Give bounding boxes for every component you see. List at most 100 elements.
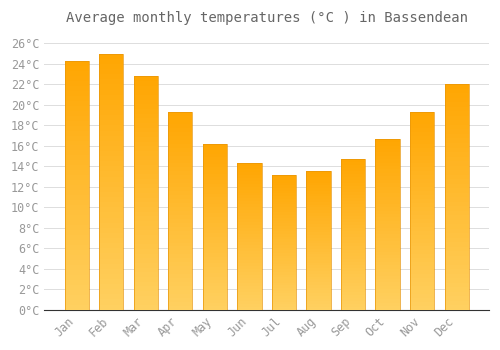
Bar [272,253,296,255]
Bar [64,121,89,126]
Bar [168,152,192,155]
Bar [64,71,89,76]
Bar [410,246,434,251]
Bar [410,179,434,183]
Bar [306,188,330,191]
Bar [272,186,296,188]
Bar [306,263,330,266]
Bar [64,260,89,265]
Bar [64,270,89,275]
Bar [203,150,227,154]
Bar [272,296,296,299]
Bar [444,156,468,161]
Bar [444,224,468,229]
Bar [238,187,262,190]
Bar [410,258,434,262]
Bar [444,89,468,93]
Bar [168,163,192,167]
Bar [64,300,89,305]
Bar [64,150,89,155]
Bar [168,207,192,211]
Bar [168,148,192,152]
Bar [272,175,296,310]
Bar [376,289,400,293]
Bar [64,185,89,190]
Bar [238,237,262,239]
Bar [410,175,434,179]
Bar [306,307,330,310]
Bar [444,283,468,287]
Bar [168,306,192,310]
Bar [64,305,89,310]
Bar [64,86,89,91]
Bar [376,255,400,258]
Bar [99,289,124,294]
Bar [410,187,434,191]
Bar [306,208,330,210]
Bar [341,183,365,186]
Bar [168,251,192,254]
Bar [376,245,400,248]
Bar [203,257,227,260]
Bar [203,170,227,174]
Bar [134,291,158,296]
Bar [64,265,89,270]
Bar [341,186,365,189]
Bar [341,195,365,198]
Bar [168,270,192,274]
Bar [64,190,89,195]
Bar [444,260,468,265]
Bar [64,230,89,235]
Bar [99,192,124,197]
Bar [306,279,330,282]
Bar [203,283,227,287]
Bar [306,196,330,199]
Bar [272,191,296,194]
Bar [272,307,296,310]
Bar [444,107,468,111]
Bar [134,118,158,123]
Bar [410,155,434,160]
Bar [99,304,124,310]
Bar [341,280,365,282]
Bar [64,205,89,210]
Bar [99,253,124,259]
Bar [341,207,365,210]
Bar [134,296,158,300]
Bar [64,240,89,245]
Bar [444,287,468,292]
Bar [203,180,227,184]
Bar [203,243,227,247]
Bar [272,264,296,266]
Bar [134,179,158,184]
Bar [99,125,124,131]
Bar [64,180,89,185]
Bar [99,136,124,141]
Bar [99,151,124,156]
Bar [341,282,365,286]
Bar [376,139,400,142]
Bar [444,175,468,179]
Bar [306,227,330,230]
Bar [134,156,158,160]
Bar [444,188,468,193]
Bar [410,211,434,215]
Title: Average monthly temperatures (°C ) in Bassendean: Average monthly temperatures (°C ) in Ba… [66,11,468,25]
Bar [238,248,262,251]
Bar [168,298,192,302]
Bar [306,301,330,304]
Bar [341,261,365,265]
Bar [272,299,296,302]
Bar [134,184,158,188]
Bar [341,198,365,201]
Bar [168,136,192,140]
Bar [168,243,192,246]
Bar [444,251,468,256]
Bar [134,272,158,277]
Bar [376,163,400,166]
Bar [410,282,434,286]
Bar [376,149,400,152]
Bar [341,295,365,298]
Bar [410,266,434,270]
Bar [341,240,365,244]
